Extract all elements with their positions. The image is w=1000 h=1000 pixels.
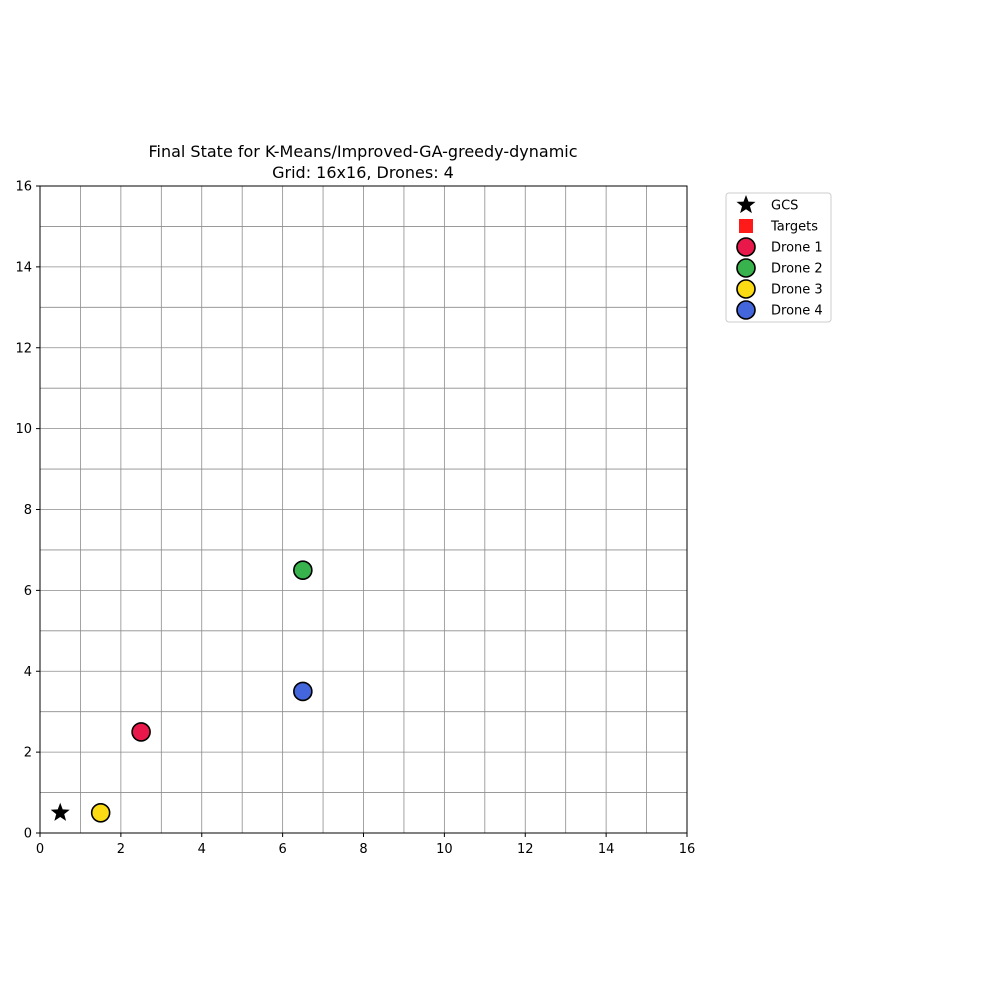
chart-title-line1: Final State for K-Means/Improved-GA-gree… [148, 142, 577, 161]
drone-4-marker [293, 681, 313, 702]
gcs-marker [50, 802, 70, 821]
y-tick-label: 2 [24, 746, 32, 761]
data-markers [50, 560, 313, 823]
legend: GCS Targets Drone 1 Drone 2 Drone 3 Drone 4 [725, 192, 832, 323]
legend-drone-3-marker [736, 279, 756, 299]
y-tick-label: 12 [15, 341, 32, 356]
legend-targets-label: Targets [770, 220, 818, 235]
x-tick-label: 8 [359, 842, 367, 857]
legend-drone-2-marker [736, 258, 756, 278]
legend-gcs-marker [736, 195, 756, 214]
y-tick-label: 16 [15, 180, 32, 195]
y-tick-label: 0 [24, 827, 32, 842]
x-tick-label: 16 [679, 842, 696, 857]
grid-lines [40, 186, 687, 833]
axis-ticks: 0 2 4 6 8 10 12 14 16 0 2 4 6 8 10 12 14 16 [15, 180, 695, 858]
chart-title-line2: Grid: 16x16, Drones: 4 [272, 163, 454, 182]
legend-drone-1-label: Drone 1 [771, 241, 823, 256]
x-tick-label: 0 [36, 842, 44, 857]
y-tick-label: 4 [24, 665, 32, 680]
x-tick-label: 6 [278, 842, 286, 857]
drone-2-marker [293, 560, 313, 580]
legend-drone-4-label: Drone 4 [771, 304, 823, 319]
legend-drone-2-label: Drone 2 [771, 262, 823, 277]
x-tick-label: 12 [517, 842, 534, 857]
y-tick-label: 14 [15, 260, 32, 275]
y-tick-label: 6 [24, 584, 32, 599]
x-tick-label: 10 [436, 842, 453, 857]
x-tick-label: 4 [198, 842, 206, 857]
legend-gcs-label: GCS [771, 199, 798, 214]
legend-drone-1-marker [736, 237, 756, 257]
drone-3-marker [90, 802, 111, 823]
legend-drone-3-label: Drone 3 [771, 283, 823, 298]
x-tick-label: 2 [117, 842, 125, 857]
x-tick-label: 14 [598, 842, 615, 857]
drone-1-marker [131, 722, 151, 742]
legend-drone-4-marker [736, 300, 756, 320]
legend-targets-marker [739, 219, 753, 233]
y-tick-label: 8 [24, 503, 32, 518]
y-tick-label: 10 [15, 422, 32, 437]
